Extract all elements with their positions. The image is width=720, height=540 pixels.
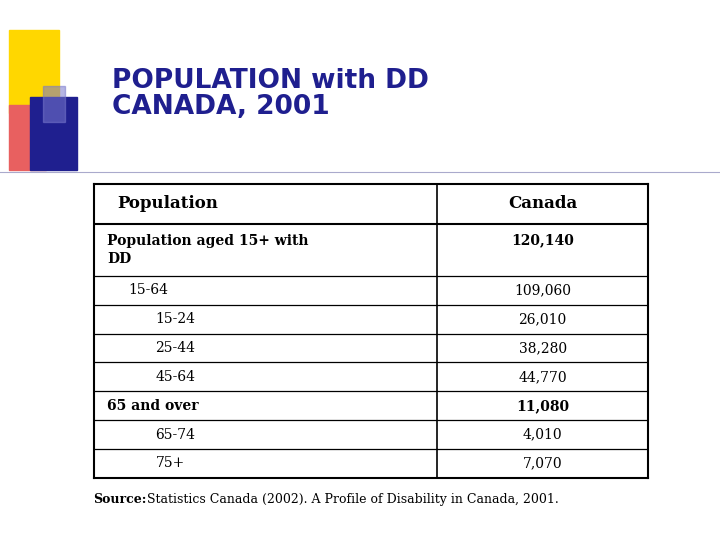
Text: Statistics Canada (2002). A Profile of Disability in Canada, 2001.: Statistics Canada (2002). A Profile of D… <box>143 493 558 506</box>
Text: 109,060: 109,060 <box>514 284 571 298</box>
Text: 15-24: 15-24 <box>156 312 195 326</box>
Text: 4,010: 4,010 <box>523 428 562 442</box>
Text: 15-64: 15-64 <box>128 284 168 298</box>
Text: 65 and over: 65 and over <box>107 399 199 413</box>
Text: 44,770: 44,770 <box>518 370 567 384</box>
Text: Source:: Source: <box>94 493 147 506</box>
Text: 26,010: 26,010 <box>518 312 567 326</box>
Text: Canada: Canada <box>508 195 577 212</box>
Text: POPULATION with DD: POPULATION with DD <box>112 68 428 93</box>
Text: 65-74: 65-74 <box>156 428 195 442</box>
Text: DD: DD <box>107 252 132 266</box>
Text: 25-44: 25-44 <box>156 341 195 355</box>
Text: 7,070: 7,070 <box>523 456 562 470</box>
Text: Population: Population <box>117 195 219 212</box>
Text: 120,140: 120,140 <box>511 234 574 248</box>
Text: 11,080: 11,080 <box>516 399 570 413</box>
Text: CANADA, 2001: CANADA, 2001 <box>112 94 329 120</box>
Text: 38,280: 38,280 <box>518 341 567 355</box>
Text: 75+: 75+ <box>156 456 185 470</box>
Text: Population aged 15+ with: Population aged 15+ with <box>107 234 309 248</box>
Text: 45-64: 45-64 <box>156 370 195 384</box>
